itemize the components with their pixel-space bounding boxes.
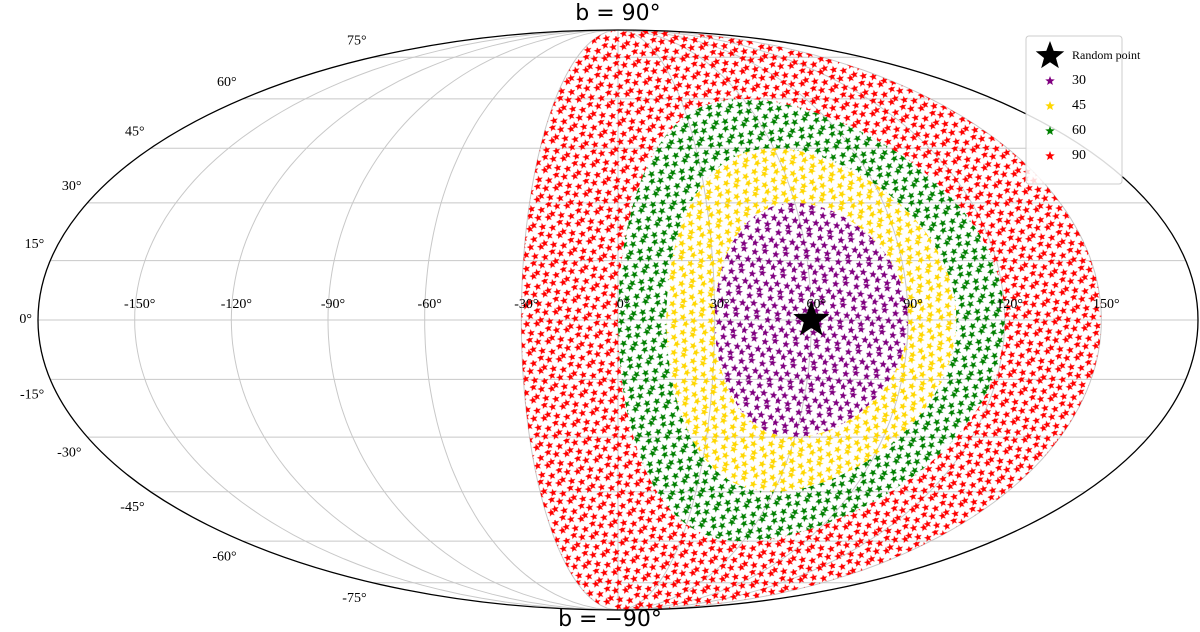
y-tick-label: 60°	[217, 75, 237, 90]
legend-label: 45	[1072, 98, 1086, 113]
grid-line	[134, 29, 619, 611]
x-tick-label: -150°	[124, 297, 155, 312]
x-tick-label: 120°	[996, 297, 1023, 312]
marks	[521, 30, 1102, 610]
x-tick-label: 0°	[617, 297, 630, 312]
x-tick-label: -60°	[418, 297, 442, 312]
star-region	[521, 30, 1102, 610]
legend-marker	[1045, 101, 1055, 111]
legend-box	[1025, 35, 1123, 185]
y-tick-label: -45°	[120, 500, 144, 515]
grid-line	[424, 29, 619, 611]
legend-marker	[1045, 76, 1055, 86]
x-tick-label: -120°	[221, 297, 252, 312]
map-border	[37, 29, 1199, 611]
legend-label: 30	[1072, 73, 1086, 88]
north-pole-label: b = 90°	[575, 1, 660, 26]
x-tick-label: 150°	[1093, 297, 1120, 312]
x-tick-label: 60°	[807, 297, 827, 312]
star-region	[666, 148, 957, 492]
y-tick-label: 45°	[125, 125, 145, 140]
x-tick-label: 30°	[710, 297, 730, 312]
y-tick-label: -60°	[212, 549, 236, 564]
legend-label: Random point	[1072, 48, 1141, 62]
y-tick-label: 15°	[25, 237, 45, 252]
legend-label: 90	[1072, 148, 1086, 163]
labels: -75° -60° -45° -30° -15° 0° 15° 30° 45° 60° 75° -15…	[19, 33, 1119, 606]
legend-marker	[1045, 151, 1055, 161]
random-point	[793, 301, 830, 336]
y-tick-label: 0°	[19, 312, 32, 327]
y-tick-label: -15°	[20, 388, 44, 403]
legend-marker	[1045, 126, 1055, 136]
grid-line	[230, 29, 619, 611]
south-pole-label: b = −90°	[558, 607, 662, 632]
legend-label: 60	[1072, 123, 1086, 138]
y-tick-label: -30°	[57, 445, 81, 460]
x-tick-label: -90°	[321, 297, 345, 312]
grid-line	[327, 29, 619, 611]
x-tick-label: -30°	[514, 297, 538, 312]
y-tick-label: 75°	[347, 33, 367, 48]
legend-marker	[1035, 41, 1065, 69]
legend: Random point 30 45 60 90	[1025, 35, 1141, 185]
y-tick-label: -75°	[342, 591, 366, 606]
x-tick-label: 90°	[903, 297, 923, 312]
y-tick-label: 30°	[62, 179, 82, 194]
star-region	[618, 98, 1005, 542]
